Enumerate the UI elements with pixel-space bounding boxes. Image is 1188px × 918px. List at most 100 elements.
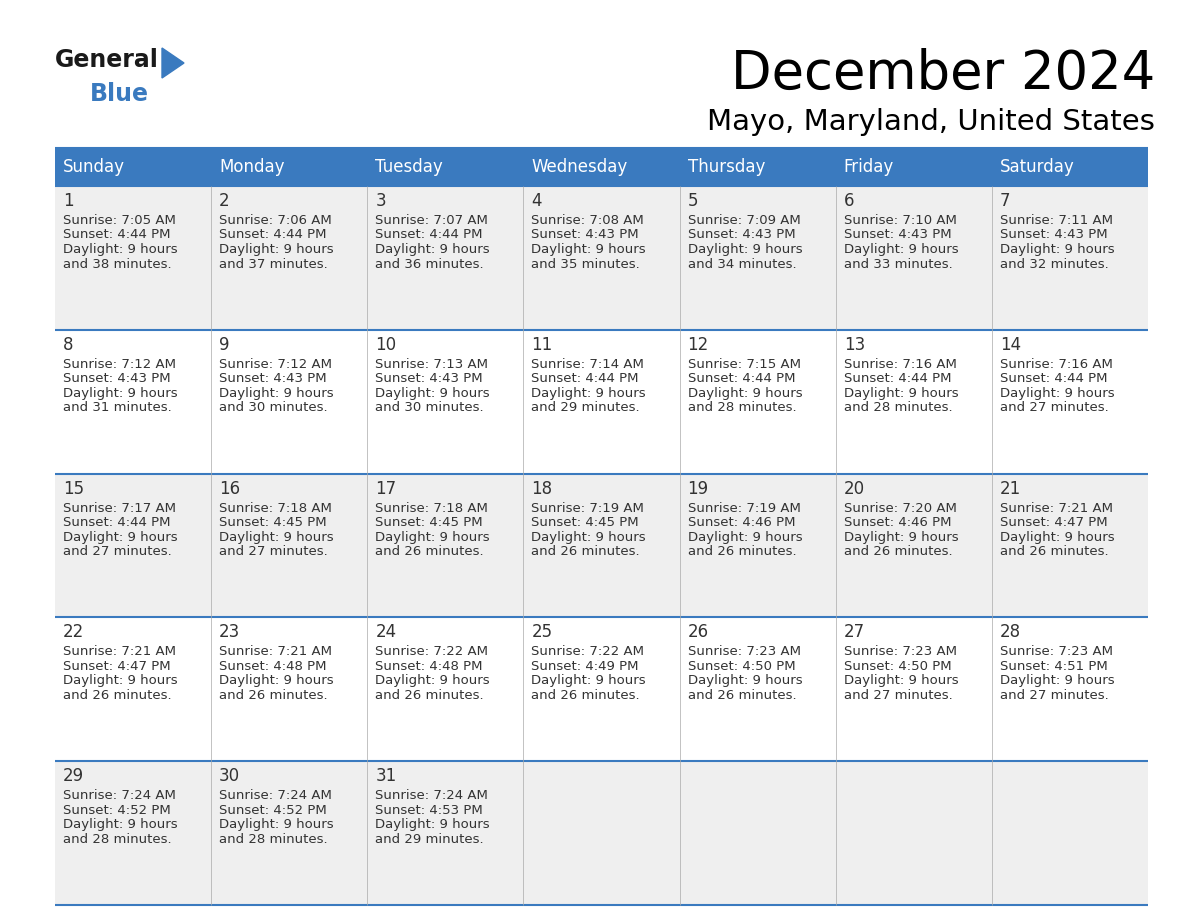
Text: Sunrise: 7:10 AM: Sunrise: 7:10 AM [843,214,956,227]
Text: and 29 minutes.: and 29 minutes. [531,401,640,414]
Text: 8: 8 [63,336,74,353]
Text: Sunset: 4:52 PM: Sunset: 4:52 PM [63,803,171,817]
Text: Tuesday: Tuesday [375,158,443,176]
Text: Sunset: 4:50 PM: Sunset: 4:50 PM [688,660,795,673]
Text: Daylight: 9 hours: Daylight: 9 hours [219,818,334,831]
Text: 29: 29 [63,767,84,785]
Text: Sunset: 4:44 PM: Sunset: 4:44 PM [375,229,482,241]
Text: Sunrise: 7:14 AM: Sunrise: 7:14 AM [531,358,644,371]
Polygon shape [162,48,184,78]
Text: Daylight: 9 hours: Daylight: 9 hours [63,243,178,256]
Text: Sunset: 4:44 PM: Sunset: 4:44 PM [1000,373,1107,386]
Bar [55,330,1148,474]
Text: Sunrise: 7:21 AM: Sunrise: 7:21 AM [1000,501,1113,515]
Text: 27: 27 [843,623,865,642]
Text: Sunset: 4:49 PM: Sunset: 4:49 PM [531,660,639,673]
Text: Sunset: 4:45 PM: Sunset: 4:45 PM [219,516,327,529]
Text: Sunrise: 7:07 AM: Sunrise: 7:07 AM [375,214,488,227]
Text: Sunrise: 7:05 AM: Sunrise: 7:05 AM [63,214,176,227]
Text: and 34 minutes.: and 34 minutes. [688,258,796,271]
Bar [55,618,1148,761]
Text: and 27 minutes.: and 27 minutes. [219,545,328,558]
Text: Daylight: 9 hours: Daylight: 9 hours [1000,243,1114,256]
Text: Sunrise: 7:23 AM: Sunrise: 7:23 AM [688,645,801,658]
Text: Daylight: 9 hours: Daylight: 9 hours [63,818,178,831]
Text: 22: 22 [63,623,84,642]
Text: Blue: Blue [90,82,148,106]
Text: and 30 minutes.: and 30 minutes. [219,401,328,414]
Text: Sunrise: 7:06 AM: Sunrise: 7:06 AM [219,214,331,227]
Text: 14: 14 [1000,336,1020,353]
Bar [55,474,1148,618]
Text: Daylight: 9 hours: Daylight: 9 hours [843,386,959,400]
Text: Friday: Friday [843,158,893,176]
Text: Sunrise: 7:11 AM: Sunrise: 7:11 AM [1000,214,1113,227]
Text: and 26 minutes.: and 26 minutes. [63,688,171,702]
Text: 31: 31 [375,767,397,785]
Text: and 28 minutes.: and 28 minutes. [843,401,953,414]
Text: and 26 minutes.: and 26 minutes. [375,545,484,558]
Text: and 26 minutes.: and 26 minutes. [375,688,484,702]
Text: Daylight: 9 hours: Daylight: 9 hours [688,243,802,256]
Text: and 26 minutes.: and 26 minutes. [688,688,796,702]
Text: 17: 17 [375,479,397,498]
Text: Daylight: 9 hours: Daylight: 9 hours [531,243,646,256]
Text: Sunrise: 7:09 AM: Sunrise: 7:09 AM [688,214,801,227]
Text: Sunset: 4:48 PM: Sunset: 4:48 PM [219,660,327,673]
Text: Sunrise: 7:21 AM: Sunrise: 7:21 AM [63,645,176,658]
Text: Sunrise: 7:24 AM: Sunrise: 7:24 AM [219,789,331,802]
Text: 7: 7 [1000,192,1010,210]
Text: Daylight: 9 hours: Daylight: 9 hours [375,531,489,543]
Text: Sunset: 4:43 PM: Sunset: 4:43 PM [63,373,171,386]
Text: Daylight: 9 hours: Daylight: 9 hours [688,386,802,400]
Text: Daylight: 9 hours: Daylight: 9 hours [63,386,178,400]
Text: Daylight: 9 hours: Daylight: 9 hours [63,531,178,543]
Text: Sunrise: 7:08 AM: Sunrise: 7:08 AM [531,214,644,227]
Text: 11: 11 [531,336,552,353]
Text: Daylight: 9 hours: Daylight: 9 hours [219,386,334,400]
Text: and 26 minutes.: and 26 minutes. [688,545,796,558]
Text: 15: 15 [63,479,84,498]
Text: Saturday: Saturday [1000,158,1075,176]
Text: Sunset: 4:53 PM: Sunset: 4:53 PM [375,803,484,817]
Text: and 27 minutes.: and 27 minutes. [843,688,953,702]
Text: Sunrise: 7:22 AM: Sunrise: 7:22 AM [375,645,488,658]
Text: Monday: Monday [219,158,285,176]
Bar [55,148,1148,186]
Text: 19: 19 [688,479,709,498]
Bar [55,761,1148,905]
Text: Sunrise: 7:12 AM: Sunrise: 7:12 AM [63,358,176,371]
Text: Sunset: 4:44 PM: Sunset: 4:44 PM [688,373,795,386]
Text: Sunday: Sunday [63,158,125,176]
Text: General: General [55,48,159,72]
Text: Daylight: 9 hours: Daylight: 9 hours [843,675,959,688]
Text: Sunset: 4:44 PM: Sunset: 4:44 PM [219,229,327,241]
Text: and 32 minutes.: and 32 minutes. [1000,258,1108,271]
Text: Wednesday: Wednesday [531,158,627,176]
Text: Sunset: 4:44 PM: Sunset: 4:44 PM [531,373,639,386]
Text: Sunset: 4:46 PM: Sunset: 4:46 PM [843,516,952,529]
Text: and 26 minutes.: and 26 minutes. [531,688,640,702]
Text: Sunrise: 7:24 AM: Sunrise: 7:24 AM [63,789,176,802]
Text: Sunrise: 7:16 AM: Sunrise: 7:16 AM [1000,358,1113,371]
Text: Sunset: 4:51 PM: Sunset: 4:51 PM [1000,660,1107,673]
Text: and 38 minutes.: and 38 minutes. [63,258,171,271]
Text: Daylight: 9 hours: Daylight: 9 hours [843,531,959,543]
Text: 25: 25 [531,623,552,642]
Text: and 30 minutes.: and 30 minutes. [375,401,484,414]
Text: and 27 minutes.: and 27 minutes. [1000,401,1108,414]
Text: Sunset: 4:46 PM: Sunset: 4:46 PM [688,516,795,529]
Text: Daylight: 9 hours: Daylight: 9 hours [375,243,489,256]
Text: Sunset: 4:43 PM: Sunset: 4:43 PM [219,373,327,386]
Text: Daylight: 9 hours: Daylight: 9 hours [531,675,646,688]
Text: Sunset: 4:50 PM: Sunset: 4:50 PM [843,660,952,673]
Text: Daylight: 9 hours: Daylight: 9 hours [688,531,802,543]
Text: Sunset: 4:45 PM: Sunset: 4:45 PM [375,516,482,529]
Text: 3: 3 [375,192,386,210]
Text: Sunrise: 7:23 AM: Sunrise: 7:23 AM [843,645,956,658]
Text: 21: 21 [1000,479,1022,498]
Text: 20: 20 [843,479,865,498]
Text: and 27 minutes.: and 27 minutes. [1000,688,1108,702]
Text: Daylight: 9 hours: Daylight: 9 hours [843,243,959,256]
Text: and 26 minutes.: and 26 minutes. [531,545,640,558]
